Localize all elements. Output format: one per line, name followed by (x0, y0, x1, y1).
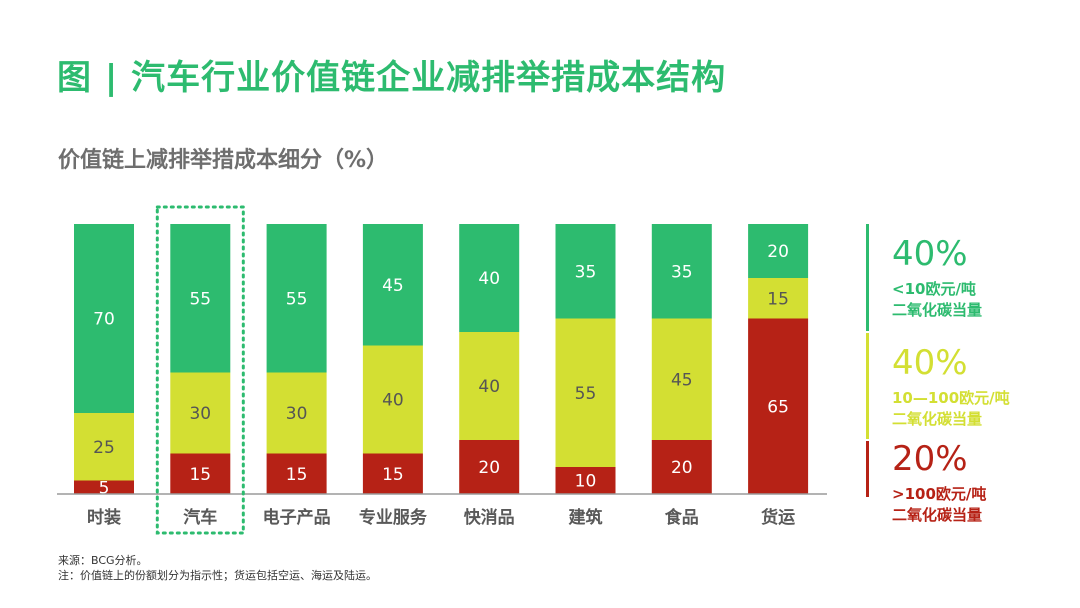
value-label-red-7: 65 (767, 397, 789, 417)
value-label-red-0: 5 (99, 478, 110, 498)
value-label-yellow-7: 15 (767, 289, 789, 309)
bar-segment-yellow-7 (748, 278, 809, 319)
bar-segment-red-7 (748, 318, 809, 494)
category-label-0: 时装 (87, 507, 121, 528)
bar-segment-green-4 (459, 224, 520, 332)
value-label-red-3: 15 (382, 465, 404, 485)
bar-segment-red-3 (362, 453, 423, 494)
value-label-yellow-5: 55 (575, 384, 597, 404)
bar-segment-green-6 (651, 224, 712, 319)
category-label-3: 专业服务 (359, 507, 428, 528)
legend-pct: 20% (892, 439, 968, 479)
value-label-green-0: 70 (93, 310, 115, 330)
bar-segment-green-1 (170, 224, 231, 373)
category-labels-layer: 时装 汽车 电子产品 专业服务 快消品 建筑 食品 货运 (87, 507, 795, 528)
category-label-2: 电子产品 (263, 507, 331, 528)
bar-segment-yellow-5 (555, 318, 616, 467)
value-label-green-1: 55 (189, 289, 211, 309)
value-label-green-2: 55 (286, 289, 308, 309)
bar-segment-yellow-3 (362, 345, 423, 454)
value-labels-layer: 5 25 70 15 30 55 15 30 55 15 40 45 20 40 40 10 55 35 20 45 3… (93, 242, 789, 498)
footnote-source: 来源：BCG分析。 (58, 554, 148, 567)
page-title: 图 | 汽车行业价值链企业减排举措成本结构 (57, 58, 727, 98)
value-label-green-7: 20 (767, 242, 789, 262)
bar-segment-red-6 (651, 440, 712, 494)
category-label-7: 货运 (761, 507, 795, 528)
value-label-yellow-1: 30 (189, 404, 211, 424)
legend-line2: 二氧化碳当量 (892, 301, 983, 319)
bar-segment-red-4 (459, 440, 520, 494)
value-label-yellow-6: 45 (671, 370, 693, 390)
bar-segment-green-7 (748, 224, 809, 278)
highlight-box-1 (155, 205, 245, 535)
value-label-red-1: 15 (189, 465, 211, 485)
legend-line1: 10—100欧元/吨 (892, 389, 1010, 407)
bar-segment-green-2 (266, 224, 327, 373)
category-label-1: 汽车 (183, 507, 217, 528)
value-label-red-6: 20 (671, 458, 693, 478)
legend-pct: 40% (892, 343, 968, 383)
value-label-red-2: 15 (286, 465, 308, 485)
value-label-yellow-4: 40 (478, 377, 500, 397)
footnote-note: 注：价值链上的份额划分为指示性；货运包括空运、海运及陆运。 (58, 569, 377, 582)
value-label-red-4: 20 (478, 458, 500, 478)
legend-line1: <10欧元/吨 (892, 280, 976, 298)
value-label-yellow-2: 30 (286, 404, 308, 424)
chart-subtitle: 价值链上减排举措成本细分（%） (58, 148, 389, 173)
value-label-green-6: 35 (671, 262, 693, 282)
bar-segment-yellow-4 (459, 332, 520, 440)
value-label-green-5: 35 (575, 262, 597, 282)
category-label-5: 建筑 (569, 507, 603, 528)
bar-segment-green-5 (555, 224, 616, 319)
value-label-green-3: 45 (382, 276, 404, 296)
bar-segment-red-0 (74, 480, 134, 494)
bars-layer (74, 224, 809, 494)
value-label-yellow-0: 25 (93, 438, 115, 458)
legend-pct: 40% (892, 234, 968, 274)
bar-segment-yellow-6 (651, 318, 712, 440)
category-label-6: 食品 (665, 507, 699, 528)
bar-segment-yellow-0 (74, 413, 134, 481)
legend-line2: 二氧化碳当量 (892, 410, 983, 428)
legend-bar-yellow (866, 333, 869, 439)
bar-segment-yellow-1 (170, 372, 231, 454)
value-label-green-4: 40 (478, 269, 500, 289)
bar-segment-yellow-2 (266, 372, 327, 454)
bar-segment-green-3 (362, 224, 423, 346)
legend-bar-red (866, 441, 869, 497)
bar-segment-red-1 (170, 453, 231, 494)
category-label-4: 快消品 (464, 507, 515, 528)
legend-line2: 二氧化碳当量 (892, 506, 983, 524)
bar-segment-green-0 (74, 224, 134, 413)
legend-line1: >100欧元/吨 (892, 485, 987, 503)
value-label-yellow-3: 40 (382, 391, 404, 411)
bar-segment-red-5 (555, 467, 616, 494)
value-label-red-5: 10 (575, 472, 597, 492)
bar-segment-red-2 (266, 453, 327, 494)
legend-bar-green (866, 224, 869, 331)
